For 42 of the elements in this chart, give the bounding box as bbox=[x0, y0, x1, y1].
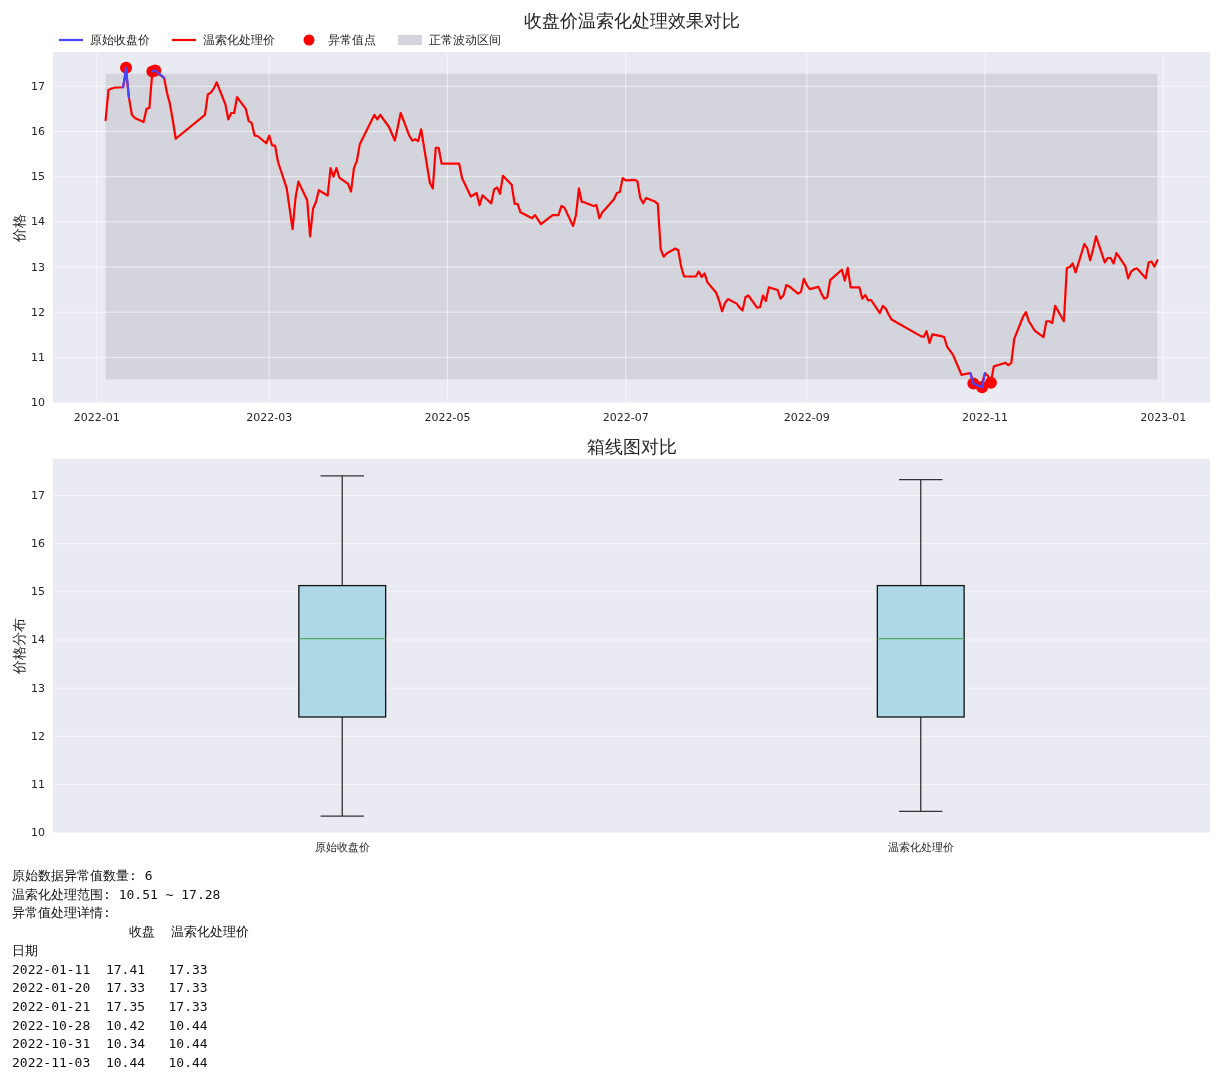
chart-title: 收盘价温索化处理效果对比 bbox=[523, 9, 740, 31]
y-tick-label: 17 bbox=[31, 79, 45, 93]
y-tick-label: 12 bbox=[31, 305, 45, 319]
y-tick-label: 17 bbox=[31, 489, 45, 503]
text: 原始数据异常值数量: 6 bbox=[12, 868, 153, 883]
text: 2022-01-11 17.41 17.33 bbox=[12, 961, 208, 977]
text: 异常值处理详情: bbox=[12, 905, 111, 921]
y-axis-title: 价格分布 bbox=[11, 618, 27, 675]
y-tick-label: 11 bbox=[31, 350, 45, 364]
text: 2022-11-03 10.44 10.44 bbox=[12, 1055, 208, 1070]
y-tick-label: 15 bbox=[31, 170, 45, 184]
y-tick-label: 15 bbox=[31, 585, 45, 599]
text: 2022-01-21 17.35 17.33 bbox=[12, 998, 208, 1014]
legend-label: 原始收盘价 bbox=[90, 33, 150, 47]
x-tick-label: 2023-01 bbox=[1140, 410, 1187, 424]
y-tick-label: 16 bbox=[31, 125, 45, 139]
y-tick-label: 13 bbox=[31, 681, 45, 695]
y-tick-label: 14 bbox=[31, 633, 45, 647]
text: 温索化处理范围: 10.51 ~ 17.28 bbox=[12, 886, 221, 902]
legend-label: 异常值点 bbox=[328, 33, 376, 47]
text: 2022-10-31 10.34 10.44 bbox=[12, 1036, 208, 1052]
y-tick-label: 14 bbox=[31, 215, 45, 229]
y-tick-label: 10 bbox=[31, 396, 45, 410]
legend-label: 正常波动区间 bbox=[429, 33, 501, 47]
x-tick-label: 2022-01 bbox=[73, 410, 120, 424]
x-tick-label: 2022-11 bbox=[962, 410, 1009, 424]
text: 日期 bbox=[12, 942, 38, 958]
text: 收盘 温索化处理价 bbox=[12, 924, 250, 940]
text: 2022-10-28 10.42 10.44 bbox=[12, 1017, 208, 1033]
y-tick-label: 10 bbox=[31, 826, 45, 840]
y-tick-label: 11 bbox=[31, 777, 45, 791]
x-tick-label: 2022-09 bbox=[783, 410, 830, 424]
legend-label: 温索化处理价 bbox=[203, 33, 275, 47]
y-tick-label: 12 bbox=[31, 729, 45, 743]
x-tick-label: 2022-07 bbox=[602, 410, 649, 424]
y-tick-label: 16 bbox=[31, 537, 45, 551]
y-tick-label: 13 bbox=[31, 260, 45, 274]
text: 2022-01-20 17.33 17.33 bbox=[12, 980, 208, 996]
chart-title: 箱线图对比 bbox=[586, 435, 677, 457]
x-tick-label: 2022-03 bbox=[246, 410, 293, 424]
y-axis-title: 价格 bbox=[11, 213, 27, 243]
x-tick-label: 2022-05 bbox=[424, 410, 471, 424]
